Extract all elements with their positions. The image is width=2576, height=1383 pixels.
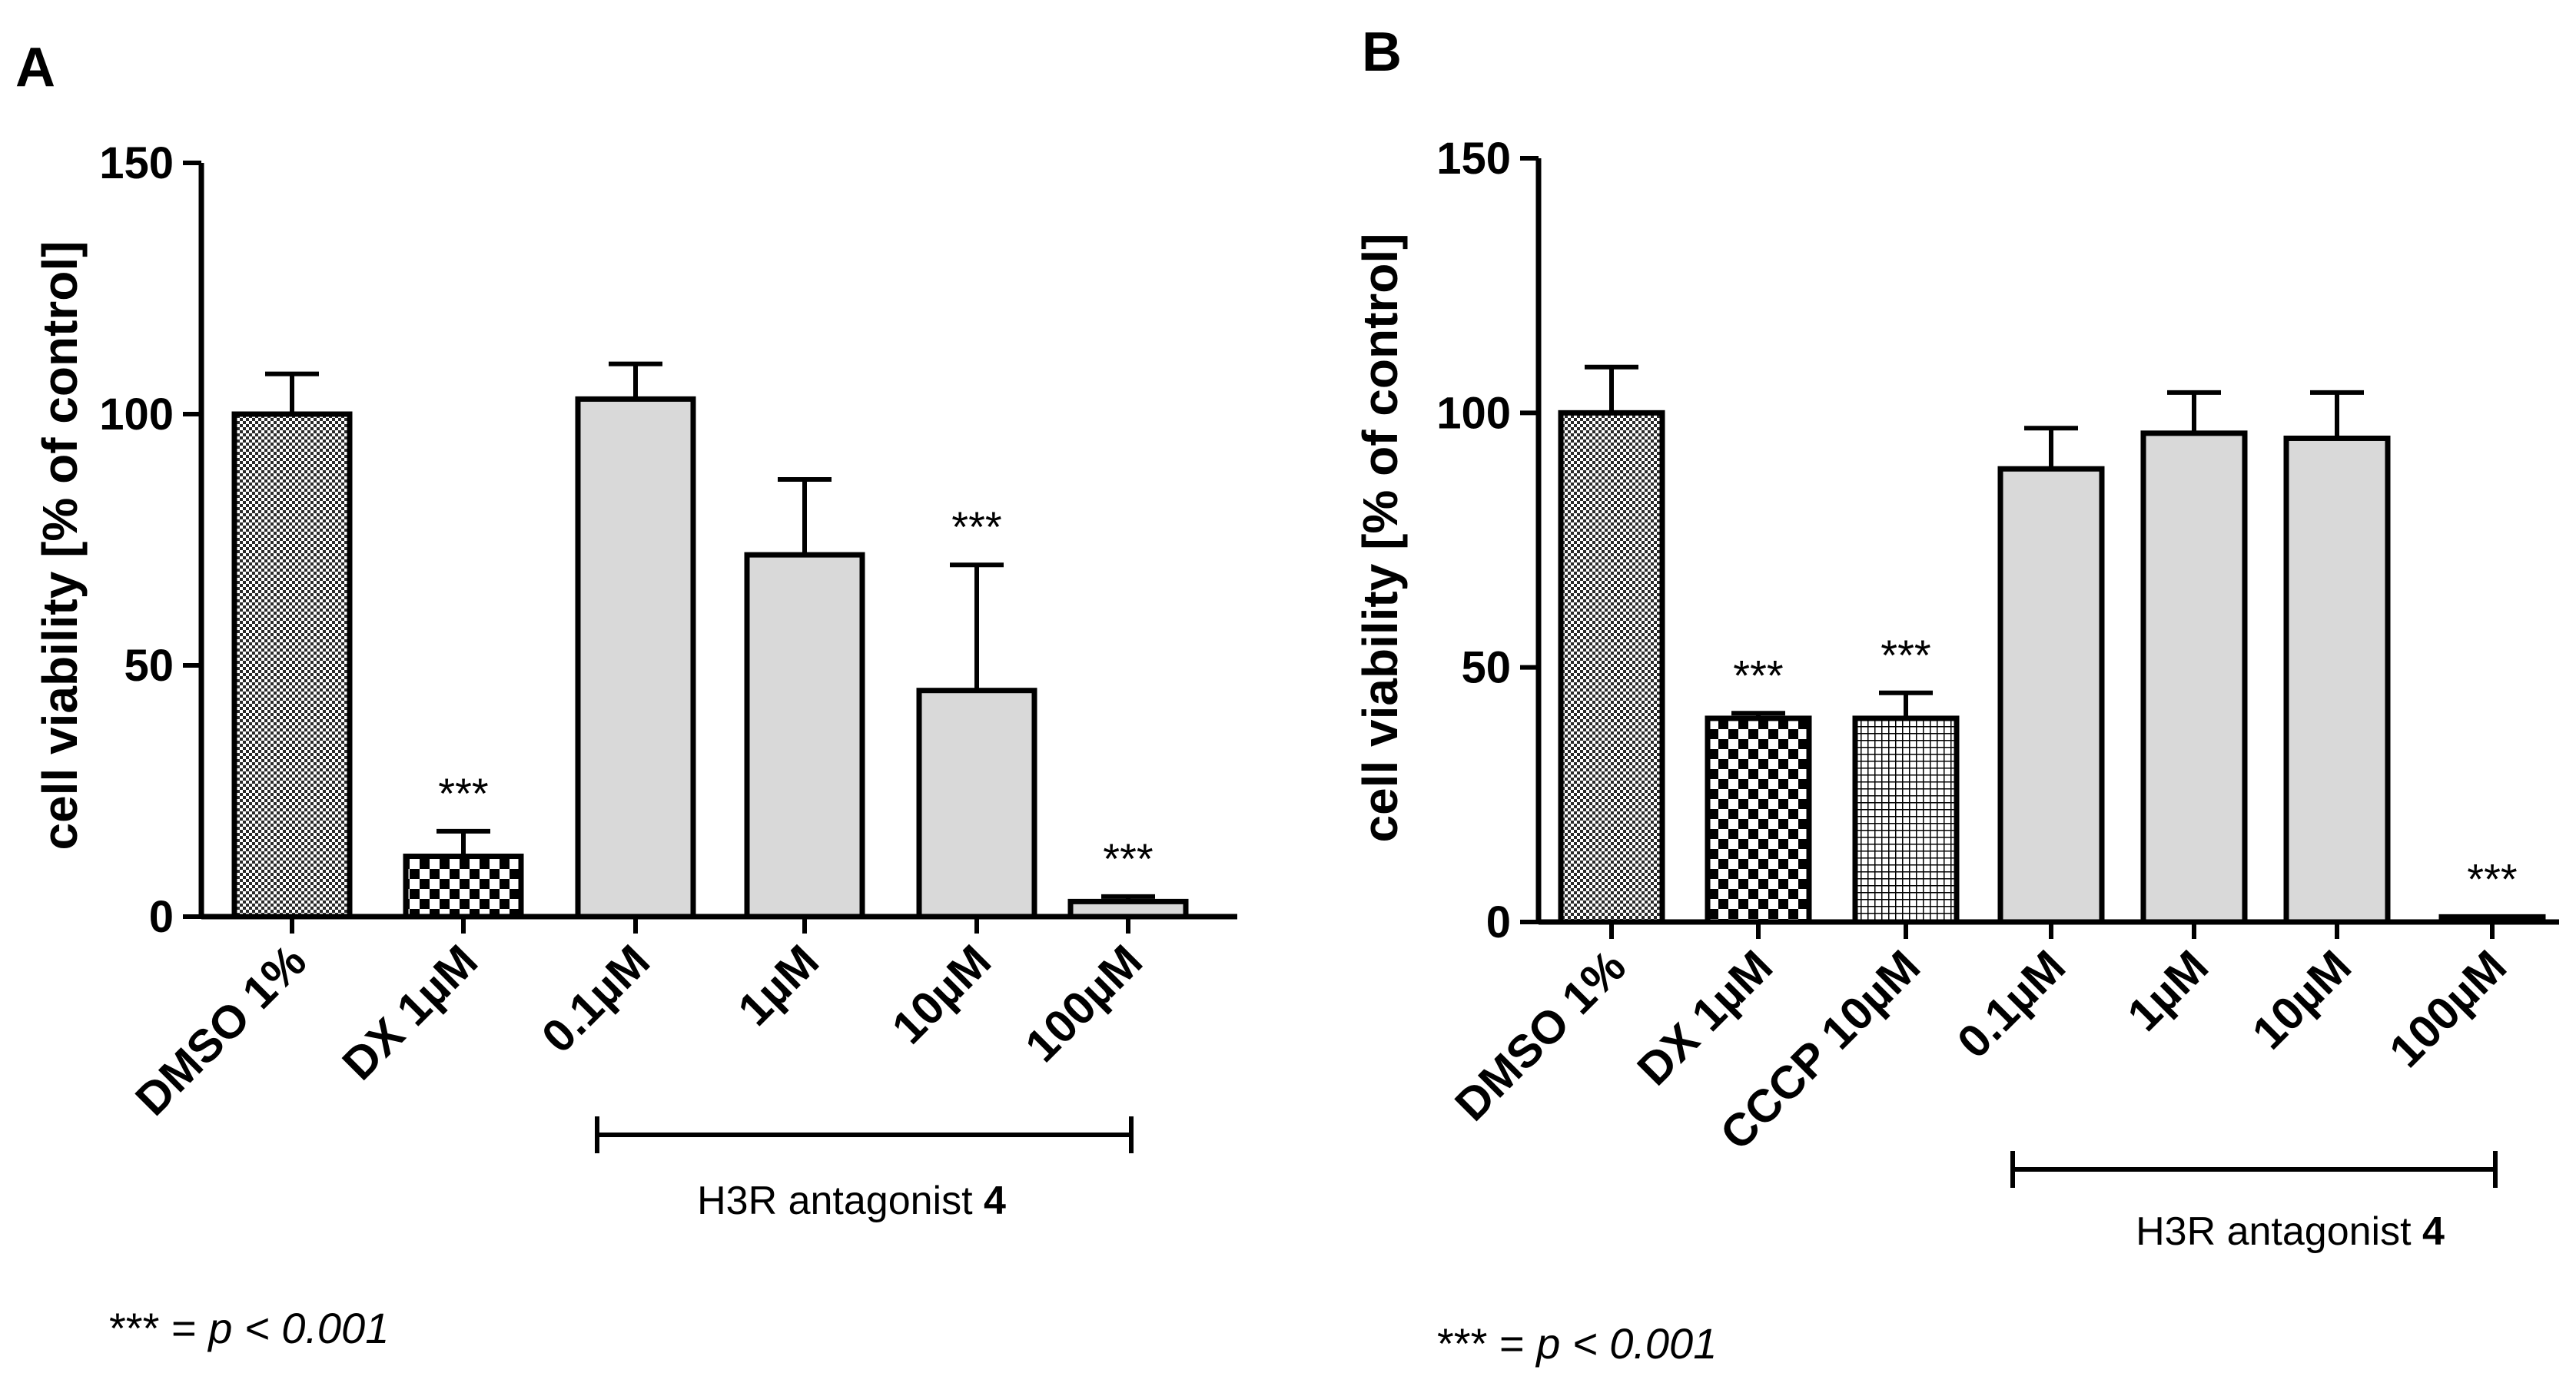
footnote-equals-a: = bbox=[159, 1304, 208, 1352]
category-label-b: 0.1µM bbox=[1947, 940, 2075, 1068]
bar-a-5 bbox=[916, 688, 1037, 920]
bar-a-4 bbox=[744, 552, 865, 920]
y-tick-label-a: 0 bbox=[149, 892, 174, 942]
category-label-a: DX 1µM bbox=[333, 935, 487, 1089]
footnote-p-b: p bbox=[1535, 1319, 1560, 1368]
footnote-threshold-b: < 0.001 bbox=[1560, 1319, 1717, 1368]
category-label-a: DMSO 1% bbox=[125, 935, 316, 1126]
footnote-threshold-a: < 0.001 bbox=[232, 1304, 389, 1352]
y-tick-label-b: 50 bbox=[1461, 643, 1511, 693]
footnote-b: *** = p < 0.001 bbox=[1437, 1319, 1717, 1368]
y-tick-label-b: 150 bbox=[1436, 134, 1511, 184]
footnote-stars-b: *** bbox=[1437, 1319, 1487, 1368]
significance-label-a: *** bbox=[438, 769, 488, 818]
category-label-a: 100µM bbox=[1015, 935, 1152, 1072]
group-label-text-a: H3R antagonist bbox=[697, 1179, 984, 1223]
footnote-p-a: p bbox=[207, 1304, 232, 1352]
bar-b-7 bbox=[2438, 914, 2546, 925]
category-label-b: 100µM bbox=[2379, 940, 2516, 1077]
category-label-b: 1µM bbox=[2117, 940, 2218, 1041]
bar-b-3 bbox=[1852, 715, 1960, 925]
significance-label-b: *** bbox=[2467, 854, 2517, 903]
panel-letter-b: B bbox=[1362, 22, 1402, 83]
bar-b-1 bbox=[1558, 410, 1665, 925]
y-axis-label-a: cell viability [% of control] bbox=[32, 241, 88, 851]
panel-a: A cell viability [% of control] *** = p … bbox=[15, 37, 1237, 1352]
bar-b-6 bbox=[2283, 435, 2391, 925]
bar-a-2 bbox=[403, 854, 524, 920]
y-tick-label-a: 50 bbox=[124, 641, 174, 691]
category-label-b: 10µM bbox=[2242, 940, 2361, 1059]
group-label-a: H3R antagonist 4 bbox=[697, 1179, 1006, 1223]
bar-a-1 bbox=[231, 411, 353, 920]
significance-label-a: *** bbox=[951, 502, 1001, 551]
bar-b-5 bbox=[2140, 430, 2248, 925]
category-label-b: DX 1µM bbox=[1628, 940, 1782, 1095]
category-label-a: 1µM bbox=[728, 935, 828, 1036]
group-label-compound-a: 4 bbox=[984, 1179, 1006, 1223]
bar-a-6 bbox=[1067, 898, 1189, 920]
group-label-text-b: H3R antagonist bbox=[2136, 1209, 2422, 1254]
y-tick-label-a: 150 bbox=[99, 138, 174, 188]
significance-label-b: *** bbox=[1881, 631, 1930, 679]
panel-b: B cell viability [% of control] *** = p … bbox=[1353, 22, 2559, 1368]
footnote-stars-a: *** bbox=[109, 1304, 159, 1352]
bar-b-2 bbox=[1705, 715, 1812, 925]
bar-a-3 bbox=[575, 396, 696, 920]
category-label-b: DMSO 1% bbox=[1445, 940, 1635, 1131]
y-tick-label-b: 100 bbox=[1436, 388, 1511, 438]
significance-label-a: *** bbox=[1103, 834, 1153, 883]
category-label-a: 0.1µM bbox=[532, 935, 659, 1063]
significance-label-b: *** bbox=[1733, 651, 1783, 699]
panel-letter-a: A bbox=[15, 37, 55, 98]
footnote-a: *** = p < 0.001 bbox=[109, 1304, 389, 1352]
y-tick-label-b: 0 bbox=[1486, 897, 1511, 947]
category-label-a: 10µM bbox=[882, 935, 1001, 1053]
group-label-b: H3R antagonist 4 bbox=[2136, 1209, 2445, 1254]
group-label-compound-b: 4 bbox=[2422, 1209, 2445, 1254]
footnote-equals-b: = bbox=[1487, 1319, 1536, 1368]
y-axis-label-b: cell viability [% of control] bbox=[1353, 234, 1408, 843]
bar-b-4 bbox=[1997, 466, 2105, 925]
y-tick-label-a: 100 bbox=[99, 390, 174, 439]
